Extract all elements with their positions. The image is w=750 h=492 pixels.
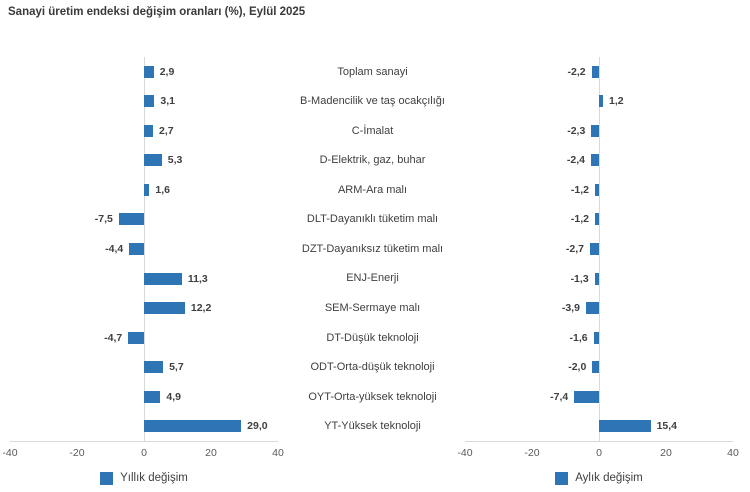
axis-tick-label: 40 — [272, 447, 284, 459]
legend-monthly: Aylık değişim — [465, 470, 733, 486]
value-label: 4,9 — [166, 390, 182, 403]
bar — [594, 272, 599, 285]
legend-swatch-icon — [100, 471, 114, 485]
value-label: -7,5 — [94, 213, 113, 226]
legend-swatch-icon — [555, 471, 569, 485]
value-label: -2,2 — [567, 65, 586, 78]
value-label: -2,7 — [565, 243, 584, 255]
value-label: 12,2 — [190, 302, 212, 315]
bar — [589, 243, 599, 255]
legend-monthly-label: Aylık değişim — [575, 472, 643, 484]
monthly-x-axis: -40 -20 0 20 40 — [457, 447, 738, 461]
value-label: -1,2 — [570, 183, 589, 196]
bar — [144, 154, 162, 167]
bar — [590, 154, 599, 167]
value-label: -1,3 — [570, 272, 589, 285]
category-label: YT-Yüksek teknoloji — [324, 420, 421, 433]
bar — [144, 420, 242, 433]
value-label: 1,6 — [155, 183, 170, 196]
category-label: SEM-Sermaye malı — [324, 302, 421, 315]
value-label: -2,3 — [567, 124, 586, 137]
category-label: OYT-Orta-yüksek teknoloji — [308, 390, 437, 403]
value-label: -4,7 — [104, 331, 123, 344]
bar — [144, 302, 185, 315]
category-label: Toplam sanayi — [337, 65, 408, 78]
axis-tick-label: -20 — [524, 447, 540, 459]
axis-tick-label: -40 — [457, 447, 473, 459]
axis-tick-label: -20 — [69, 447, 85, 459]
bar — [144, 361, 164, 374]
bar — [144, 272, 182, 285]
value-label: 2,7 — [159, 124, 174, 137]
zero-axis-line — [599, 57, 600, 441]
category-label: DLT-Dayanıklı tüketim malı — [306, 213, 439, 226]
annual-change-plot: 2,9 3,1 2,7 5,3 1,6 -7,5 -4,4 11,3 12,2 -4,7 5,7 4,… — [10, 57, 278, 442]
annual-x-axis: -40 -20 0 20 40 — [2, 447, 283, 461]
value-label: -4,4 — [105, 243, 124, 255]
value-label: 5,7 — [169, 361, 184, 374]
category-label: DZT-Dayanıksız tüketim malı — [301, 242, 444, 255]
category-label: ODT-Orta-düşük teknoloji — [310, 361, 435, 374]
axis-tick-label: 0 — [596, 447, 602, 459]
monthly-change-plot: -2,2 1,2 -2,3 -2,4 -1,2 -1,2 -2,7 -1,3 -3,9 -1,6 -… — [465, 57, 733, 442]
bar — [594, 183, 599, 196]
bar — [144, 390, 161, 403]
bar — [599, 95, 604, 108]
value-label: 29,0 — [247, 420, 268, 433]
bar — [574, 390, 599, 403]
legend-annual: Yıllık değişim — [10, 470, 278, 486]
bar — [144, 183, 150, 196]
category-label-column: Toplam sanayi B-Madencilik ve taş ocakçıl… — [285, 57, 460, 441]
axis-tick-label: -40 — [2, 447, 18, 459]
bar — [594, 213, 599, 226]
bar — [591, 65, 599, 78]
value-label: -1,2 — [570, 213, 589, 226]
value-label: -3,9 — [561, 302, 580, 315]
bar — [585, 302, 599, 315]
bar — [593, 331, 599, 344]
category-label: DT-Düşük teknoloji — [326, 331, 419, 344]
value-label: 11,3 — [187, 272, 208, 285]
bar — [118, 213, 144, 226]
bar — [599, 420, 651, 433]
chart-title: Sanayi üretim endeksi değişim oranları (… — [8, 6, 306, 18]
value-label: 15,4 — [656, 420, 678, 433]
category-label: ARM-Ara malı — [337, 183, 408, 196]
category-label: ENJ-Enerji — [346, 272, 399, 285]
value-label: 2,9 — [159, 65, 175, 78]
value-label: 1,2 — [609, 95, 624, 108]
category-label: B-Madencilik ve taş ocakçılığı — [300, 95, 445, 108]
value-label: -7,4 — [550, 390, 569, 403]
bar — [128, 331, 144, 344]
bar — [144, 95, 155, 108]
axis-tick-label: 20 — [205, 447, 217, 459]
value-label: -2,0 — [568, 361, 587, 374]
category-label: D-Elektrik, gaz, buhar — [319, 154, 426, 167]
bar — [144, 124, 154, 137]
value-label: -1,6 — [569, 331, 588, 344]
bar — [144, 65, 154, 78]
axis-tick-label: 40 — [727, 447, 739, 459]
value-label: 3,1 — [160, 95, 175, 108]
zero-axis-line — [144, 57, 145, 441]
value-label: -2,4 — [566, 154, 585, 167]
value-label: 5,3 — [167, 154, 183, 167]
bar — [591, 124, 599, 137]
legend-annual-label: Yıllık değişim — [120, 472, 188, 484]
bar — [129, 243, 144, 255]
axis-tick-label: 0 — [141, 447, 147, 459]
axis-tick-label: 20 — [660, 447, 672, 459]
bar — [592, 361, 599, 374]
category-label: C-İmalat — [351, 124, 394, 137]
